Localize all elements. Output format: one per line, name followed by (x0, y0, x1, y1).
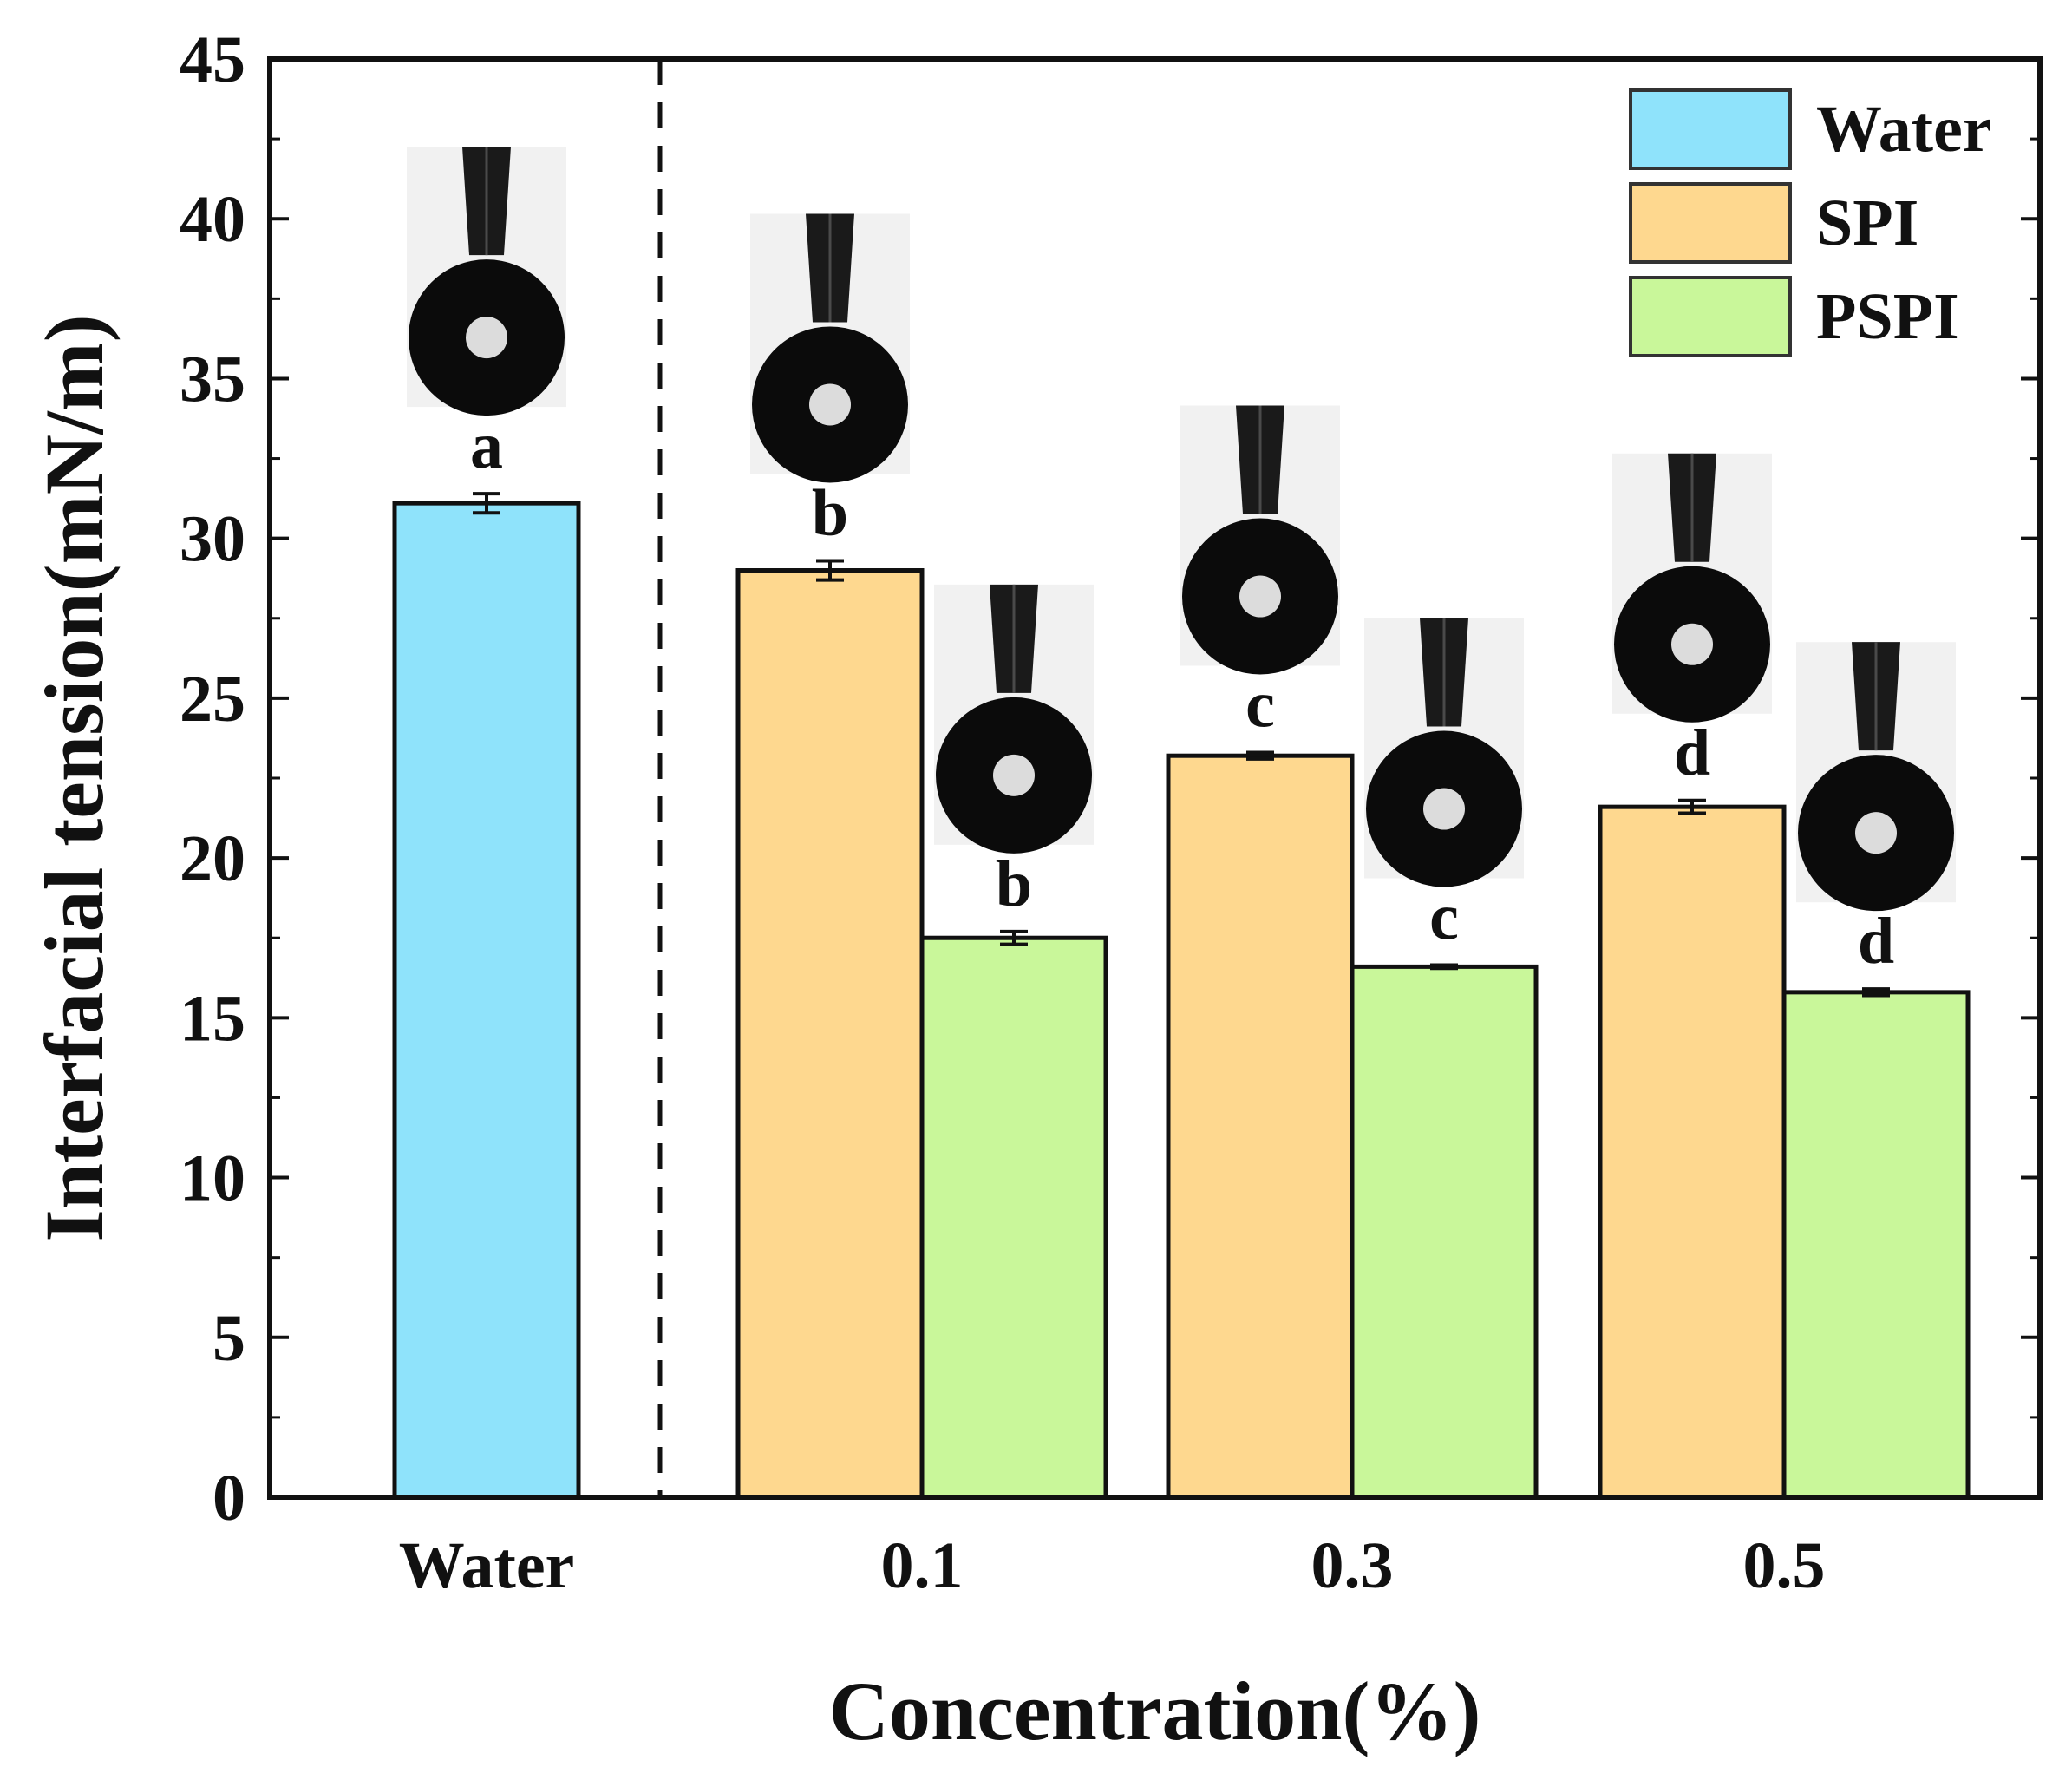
pendant-drop-image (1364, 618, 1524, 887)
bar-pspi-0.5 (1781, 990, 1971, 1500)
significance-letter: b (812, 476, 848, 549)
plot-frame (267, 56, 2043, 1500)
droplet-highlight (993, 754, 1035, 796)
significance-letter: d (1858, 905, 1894, 978)
y-tick-label: 45 (180, 23, 245, 96)
bars-layer (392, 492, 1971, 1500)
legend-label-spi: SPI (1816, 187, 1918, 259)
y-tick-label: 35 (180, 343, 245, 416)
droplet-highlight (1855, 812, 1897, 854)
x-tick-label: 0.1 (881, 1529, 964, 1602)
significance-letter: c (1429, 881, 1459, 954)
bar-water-Water (392, 501, 581, 1500)
y-tick-label: 5 (212, 1302, 245, 1375)
x-tick-label: Water (399, 1529, 575, 1602)
pendant-drop-image (1180, 405, 1340, 675)
bar-spi-0.1 (735, 568, 925, 1500)
legend-swatch-water (1629, 88, 1792, 170)
pendant-drop-image (1796, 642, 1956, 912)
droplet-highlight (809, 383, 851, 426)
y-tick-label: 0 (212, 1462, 245, 1535)
bar-spi-0.3 (1166, 753, 1355, 1500)
y-tick-label: 20 (180, 822, 245, 895)
pendant-drop-image (934, 584, 1094, 854)
significance-letter: d (1674, 717, 1710, 789)
droplet-highlight (1239, 575, 1281, 618)
y-tick-label: 25 (180, 663, 245, 736)
legend-label-water: Water (1816, 93, 1992, 166)
x-tick-label: 0.5 (1743, 1529, 1826, 1602)
y-tick-label: 40 (180, 183, 245, 256)
drop-images-layer (407, 147, 1956, 912)
axes-layer (267, 56, 2043, 1500)
droplet-highlight (1423, 788, 1465, 830)
significance-letter: b (996, 847, 1032, 920)
significance-letter: c (1245, 669, 1275, 742)
y-tick-label: 15 (180, 982, 245, 1055)
bar-pspi-0.3 (1350, 964, 1539, 1500)
pendant-drop-image (1612, 453, 1772, 723)
text-layer: 0 5 10 15 20 25 30 35 40 45 a b b c c d d Water 0.1 0.3 0.5 C… (28, 23, 1894, 1757)
x-tick-label: 0.3 (1311, 1529, 1394, 1602)
droplet-highlight (466, 317, 507, 359)
legend-layer: Water SPI PSPI (1629, 88, 1992, 357)
pendant-drop-image (407, 147, 566, 416)
legend-label-pspi: PSPI (1816, 280, 1959, 353)
bar-spi-0.5 (1598, 804, 1787, 1500)
y-axis-title: Interfacial tension(mN/m) (28, 314, 121, 1241)
legend-swatch-pspi (1629, 276, 1792, 357)
legend-swatch-spi (1629, 182, 1792, 264)
y-tick-label: 10 (180, 1142, 245, 1215)
bar-pspi-0.1 (919, 935, 1108, 1500)
significance-letter: a (470, 409, 503, 482)
pendant-drop-image (750, 213, 910, 483)
y-tick-label: 30 (180, 503, 245, 576)
x-axis-title: Concentration(%) (829, 1665, 1481, 1757)
droplet-highlight (1671, 623, 1713, 665)
